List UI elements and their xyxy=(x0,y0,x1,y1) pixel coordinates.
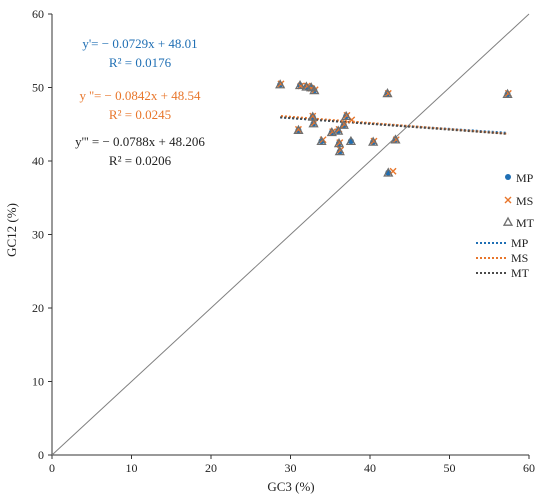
y-tick-label: 20 xyxy=(32,301,44,315)
x-tick-label: 60 xyxy=(523,461,535,475)
data-point xyxy=(309,112,317,120)
y-tick-label: 10 xyxy=(32,375,44,389)
data-point xyxy=(383,167,394,177)
legend-marker-mt xyxy=(502,216,514,226)
data-point xyxy=(382,88,393,98)
trendline-equation-mt: y''' = − 0.0788x + 48.206 xyxy=(75,134,205,149)
data-point xyxy=(308,118,319,128)
series-mp xyxy=(277,81,511,176)
trendline-equation-mp: y'= − 0.0729x + 48.01 xyxy=(82,36,197,51)
data-point xyxy=(333,125,344,135)
data-point xyxy=(333,138,345,148)
x-tick-label: 40 xyxy=(364,461,376,475)
data-point xyxy=(294,125,302,133)
data-point xyxy=(293,124,304,134)
trendline-mt xyxy=(280,116,508,135)
y-tick-label: 30 xyxy=(32,228,44,242)
legend-label: MS xyxy=(516,194,533,208)
y-tick-label: 60 xyxy=(32,7,44,21)
trendline-r2-mt: R² = 0.0206 xyxy=(109,153,172,168)
axes: 0 10 20 30 40 50 60 0 10 20 30 40 50 60 xyxy=(32,7,535,475)
data-point xyxy=(326,126,337,137)
legend-label: MP xyxy=(516,171,534,185)
data-point xyxy=(334,146,345,156)
series-mt xyxy=(275,79,513,177)
legend-label: MT xyxy=(511,266,530,280)
data-point xyxy=(306,82,317,92)
series-ms xyxy=(277,80,512,175)
data-point xyxy=(275,79,286,89)
data-point xyxy=(309,85,320,95)
x-tick-label: 10 xyxy=(126,461,138,475)
trendlines xyxy=(280,115,509,135)
data-points xyxy=(275,79,513,177)
data-point xyxy=(301,81,312,91)
data-point xyxy=(368,136,379,146)
data-point xyxy=(294,79,306,90)
x-tick-label: 0 xyxy=(49,461,55,475)
diagonal-line xyxy=(51,13,530,456)
legend-marker-mp xyxy=(505,174,511,180)
y-tick-label: 0 xyxy=(38,448,44,462)
trendline-r2-mp: R² = 0.0176 xyxy=(109,55,172,70)
data-point xyxy=(341,110,352,121)
x-tick-label: 20 xyxy=(205,461,217,475)
data-point xyxy=(345,135,357,146)
x-tick-label: 50 xyxy=(444,461,456,475)
y-axis-label: GC12 (%) xyxy=(4,203,19,257)
legend-marker-ms xyxy=(504,196,512,204)
y-tick-label: 50 xyxy=(32,81,44,95)
x-tick-label: 30 xyxy=(285,461,297,475)
trendline-equation-ms: y ''= − 0.0842x + 48.54 xyxy=(80,88,201,103)
data-point xyxy=(338,119,349,129)
data-point xyxy=(316,135,327,146)
diagonal-reference xyxy=(51,13,530,456)
data-point xyxy=(390,134,401,144)
trendline-equations: y'= − 0.0729x + 48.01 R² = 0.0176 y ''= − … xyxy=(75,36,205,168)
trendline-r2-ms: R² = 0.0245 xyxy=(109,107,171,122)
data-point xyxy=(502,88,513,98)
y-tick-label: 40 xyxy=(32,154,44,168)
legend-label: MT xyxy=(516,216,535,230)
legend-label: MS xyxy=(511,251,528,265)
legend-label: MP xyxy=(511,236,529,250)
x-axis-label: GC3 (%) xyxy=(267,479,314,494)
